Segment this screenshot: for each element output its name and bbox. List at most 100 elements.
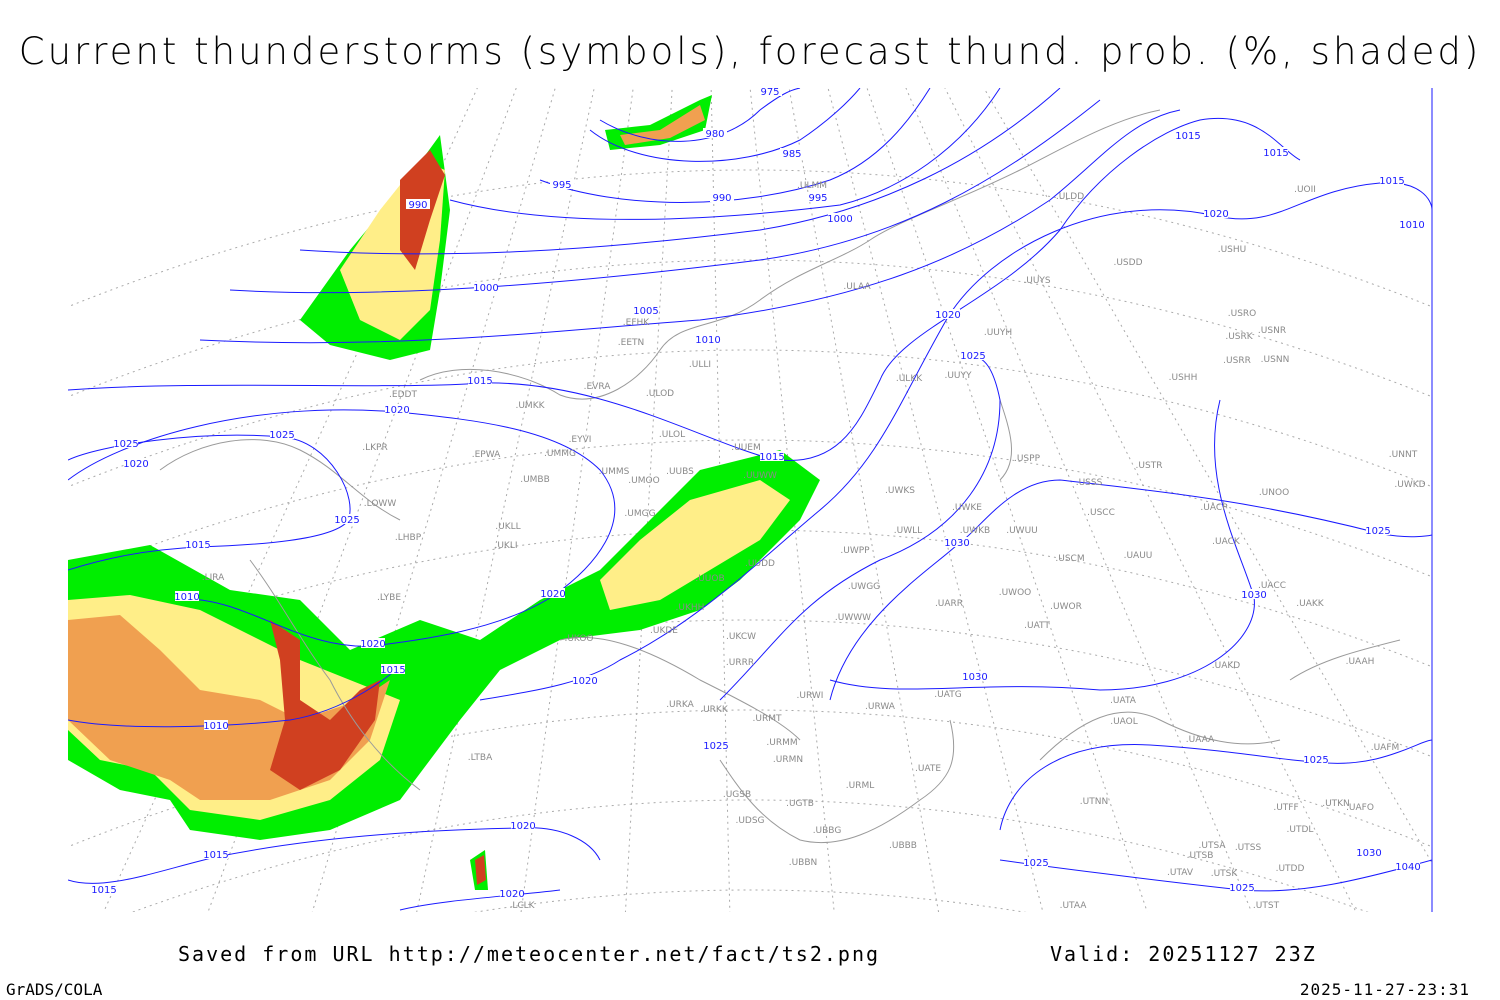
station-label: .UUDD (745, 559, 775, 569)
station-label: .UAFO (1346, 803, 1374, 813)
isobar-label-bg (124, 458, 148, 468)
isobar-label-bg (1304, 754, 1328, 764)
thunderstorm-probability-shading (68, 95, 820, 890)
isobar-label: 1030 (962, 672, 987, 683)
isobar-label: 1015 (1379, 176, 1404, 187)
station-label: .UTSK (1211, 869, 1239, 879)
meridian-line (983, 88, 1432, 864)
parallel-line (131, 799, 1369, 912)
isobar-line (589, 88, 861, 162)
isobar-line (599, 88, 801, 142)
isobar-label: 1015 (759, 452, 784, 463)
station-label: .USHU (1218, 245, 1247, 255)
station-label: .UTDL (1287, 825, 1314, 835)
station-label: .UATA (1110, 696, 1137, 706)
isobar-line (68, 409, 616, 647)
station-label: .UWKD (1394, 480, 1425, 490)
isobar-label: 1025 (113, 439, 138, 450)
isobar-label-bg (361, 638, 385, 648)
station-label: .URMN (773, 755, 803, 765)
isobar-label-bg (1400, 219, 1424, 229)
isobar-label: 1020 (510, 821, 535, 832)
isobar-label-bg (511, 820, 535, 830)
probability-area (475, 855, 486, 885)
station-label: .UWKE (952, 503, 982, 513)
meridian-line (520, 88, 634, 912)
isobar-label-bg (468, 375, 492, 385)
isobar-label-bg (204, 720, 228, 730)
coastline (249, 559, 421, 791)
station-label: .URWA (865, 702, 896, 712)
isobar-label: 975 (760, 87, 779, 98)
software-credit: GrADS/COLA (6, 980, 103, 999)
station-label: .URKK (700, 705, 729, 715)
isobar-label: 1025 (269, 430, 294, 441)
station-label: .UAUU (1124, 551, 1153, 561)
isobar-label: 1010 (1399, 220, 1424, 231)
isobar-label: 1025 (1365, 526, 1390, 537)
station-label: .UARR (935, 599, 963, 609)
parallel-line (68, 709, 1432, 848)
isobar-label-bg (1380, 175, 1404, 185)
station-label: .USCM (1055, 554, 1084, 564)
isobar-line (999, 739, 1432, 831)
station-label: .UUYH (984, 328, 1012, 338)
isobar-label: 1005 (633, 306, 658, 317)
probability-area (400, 150, 445, 270)
isobar-label: 1025 (334, 515, 359, 526)
station-label: .EETN (618, 338, 644, 348)
station-label: .LOWW (364, 499, 397, 509)
isobar-line (449, 88, 1001, 220)
isobar-line (299, 88, 1061, 255)
station-label: .LTBA (468, 753, 493, 763)
station-label: .ULOD (646, 389, 674, 399)
station-label: .UBBN (789, 858, 818, 868)
probability-area (270, 620, 380, 790)
station-label: .UWKB (960, 526, 990, 536)
station-label: .UTSA (1199, 841, 1227, 851)
isobar-label-bg (92, 884, 116, 894)
station-label: .UTAV (1167, 868, 1194, 878)
isobar-label-bg (806, 192, 830, 202)
isobar-label: 1020 (935, 310, 960, 321)
isobar-label: 1025 (1023, 858, 1048, 869)
station-label: .UAAA (1186, 735, 1215, 745)
station-label: .USDD (1113, 258, 1142, 268)
station-label: .USTR (1136, 461, 1163, 471)
isobar-label: 1015 (467, 376, 492, 387)
station-label: .URWI (797, 691, 824, 701)
parallel-line (68, 439, 1432, 578)
isobar-label-bg (114, 438, 138, 448)
station-label: .ULKK (896, 374, 923, 384)
probability-area (600, 480, 790, 610)
station-label: .LCLK (509, 901, 535, 911)
station-label: .LKPR (362, 443, 387, 453)
isobar-label: 1000 (473, 283, 498, 294)
station-label: .ULDD (1056, 192, 1084, 202)
station-label: .EPWA (472, 450, 501, 460)
station-label: .EVRA (584, 382, 612, 392)
isobar-label: 1040 (1395, 862, 1420, 873)
station-label: .UKDE (650, 626, 678, 636)
isobar-label-bg (175, 591, 199, 601)
station-label: .UKHH (676, 603, 705, 613)
parallel-line (68, 619, 1432, 758)
station-label: .UAFM (1371, 743, 1400, 753)
isobar-label-bg (936, 309, 960, 319)
meridian-line (905, 88, 1253, 912)
isobar-label-bg (1366, 525, 1390, 535)
station-label: .EYVI (569, 435, 592, 445)
isobar-label-bg (963, 671, 987, 681)
isobar-label-bg (385, 404, 409, 414)
coastline (719, 719, 955, 844)
station-label: .UACK (1212, 537, 1241, 547)
isobar-label: 990 (408, 200, 427, 211)
station-label: .ULMM (797, 181, 827, 191)
station-label: .UTKN (1322, 799, 1350, 809)
isobar-label-bg (204, 849, 228, 859)
isobar-label-bg (500, 888, 524, 898)
isobar-label: 990 (712, 193, 731, 204)
meridian-line (827, 88, 1044, 912)
isobar-labels: 9759809859909909959951000100010051010101… (91, 87, 1425, 900)
isobar-label: 980 (705, 129, 724, 140)
